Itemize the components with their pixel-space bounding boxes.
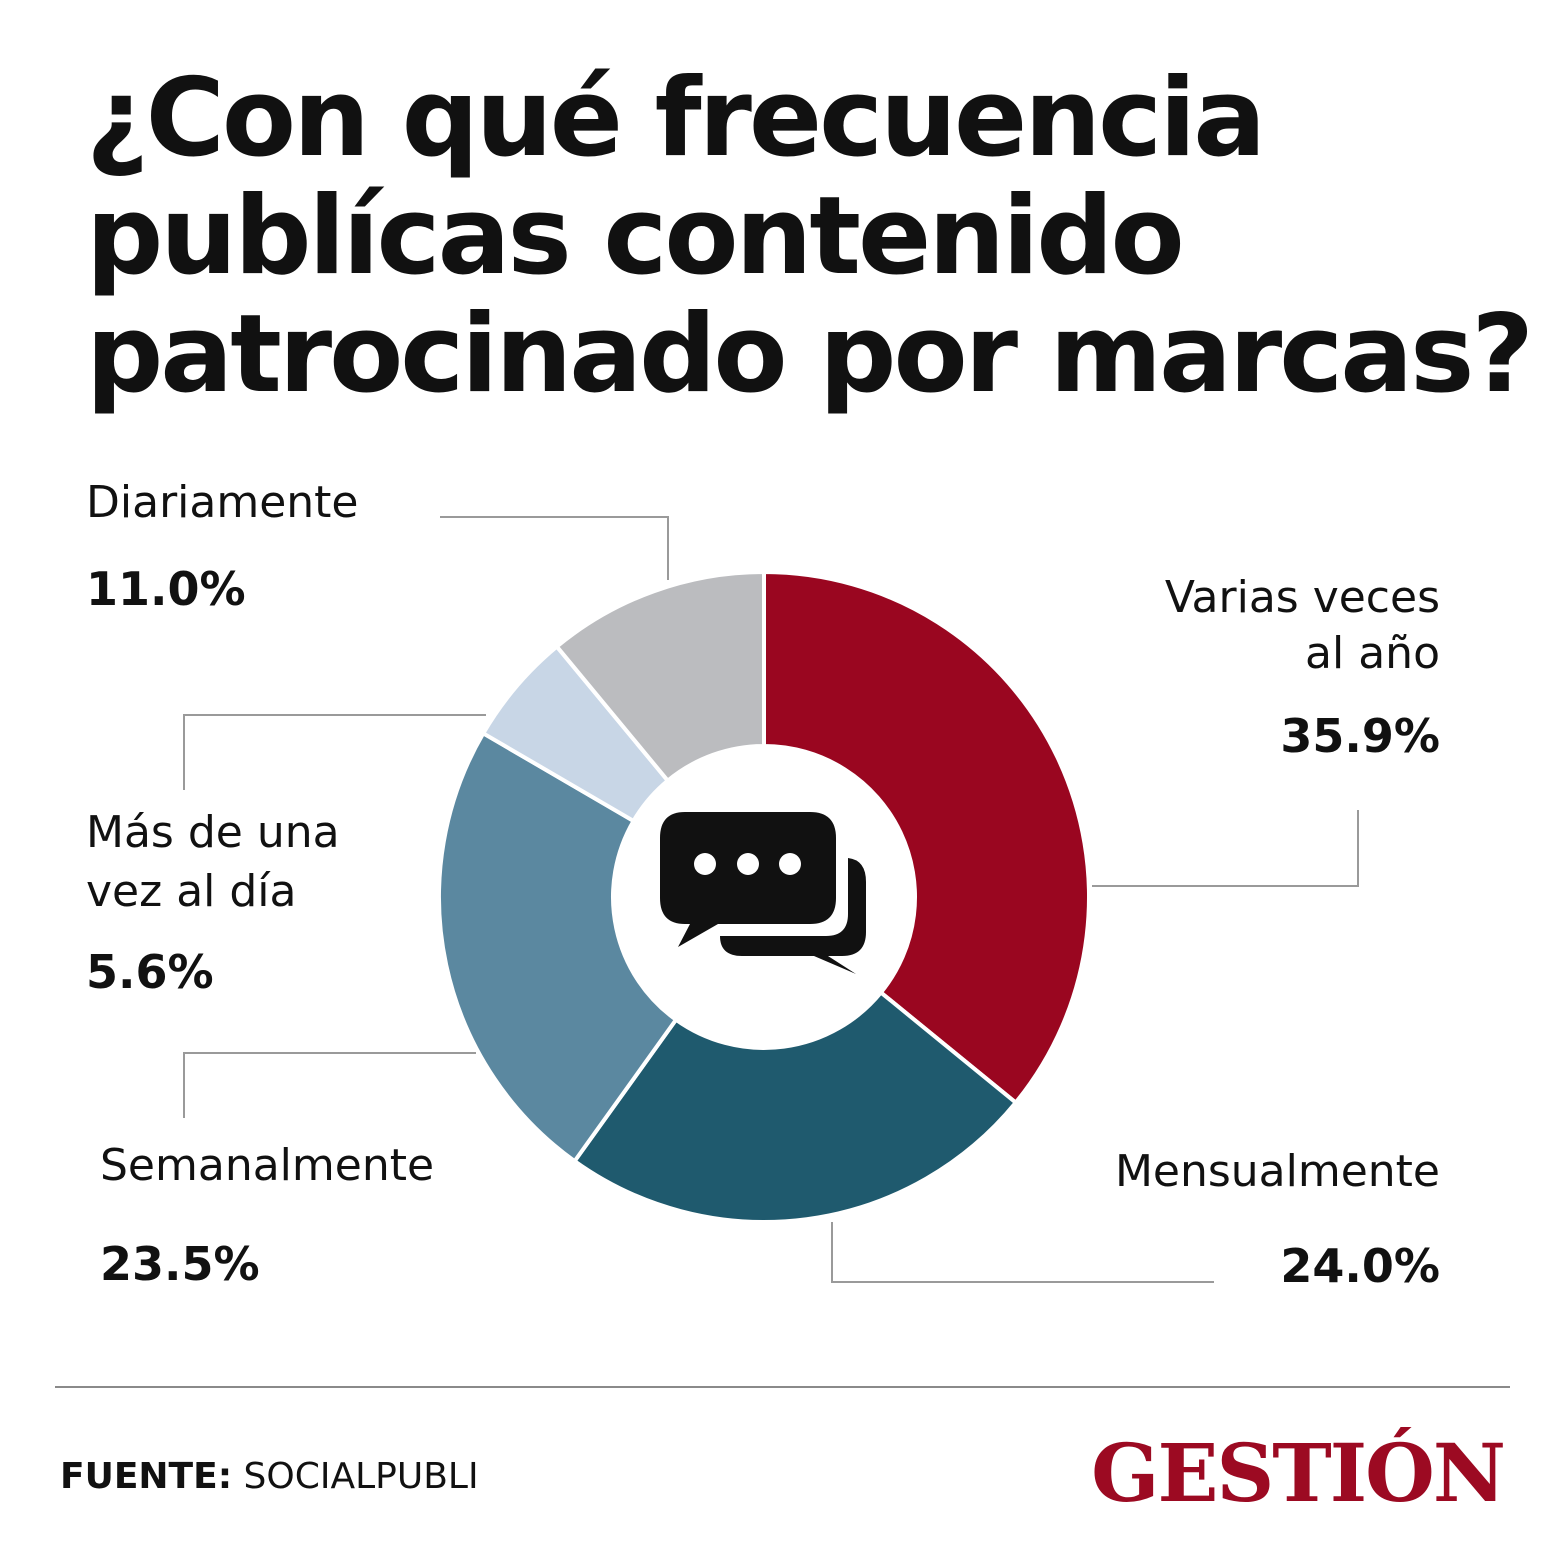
slice-value-varias-veces-al-ano: 35.9% [1280, 709, 1440, 763]
chart-title-line: patrocinado por marcas? [86, 292, 1534, 417]
slice-label-varias-veces-al-ano: Varias veces [1165, 572, 1440, 623]
slice-mensualmente [571, 989, 1019, 1224]
leader-lines [183, 516, 1359, 1283]
slice-label-mas-de-una-vez-al-dia: Más de una [86, 807, 340, 858]
slice-value-mensualmente: 24.0% [1280, 1239, 1440, 1293]
slice-value-diariamente: 11.0% [86, 562, 246, 616]
slice-label-semanalmente: Semanalmente [100, 1140, 434, 1191]
leader-line-varias-veces-al-ano [1092, 810, 1359, 887]
donut-slices [437, 569, 1091, 1224]
slice-varias-veces-al-ano [762, 569, 1091, 1106]
footer-divider [55, 1386, 1510, 1388]
chart-title-line: publícas contenido [86, 174, 1185, 299]
slice-label-mensualmente: Mensualmente [1115, 1146, 1440, 1197]
source-key: FUENTE: [60, 1456, 233, 1497]
leader-line-mas-de-una-vez-al-dia [183, 714, 486, 790]
leader-line-mensualmente [831, 1222, 1214, 1283]
slice-value-mas-de-una-vez-al-dia: 5.6% [86, 945, 214, 999]
slice-label-varias-veces-al-ano: al año [1305, 628, 1440, 679]
chat-bubbles-icon [660, 812, 866, 974]
slice-value-semanalmente: 23.5% [100, 1237, 260, 1291]
slice-semanalmente [437, 730, 679, 1164]
slice-label-mas-de-una-vez-al-dia: vez al día [86, 866, 296, 917]
leader-line-semanalmente [183, 1052, 476, 1118]
source-credit: FUENTE: SOCIALPUBLI [60, 1456, 479, 1497]
publisher-logo: GESTIÓN [1091, 1426, 1506, 1520]
source-value: SOCIALPUBLI [243, 1456, 479, 1497]
chart-title: ¿Con qué frecuencia publícas contenido p… [86, 56, 1534, 417]
slice-label-diariamente: Diariamente [86, 477, 359, 528]
chart-title-line: ¿Con qué frecuencia [86, 56, 1266, 181]
slice-diariamente [554, 569, 766, 784]
leader-line-diariamente [440, 516, 669, 580]
